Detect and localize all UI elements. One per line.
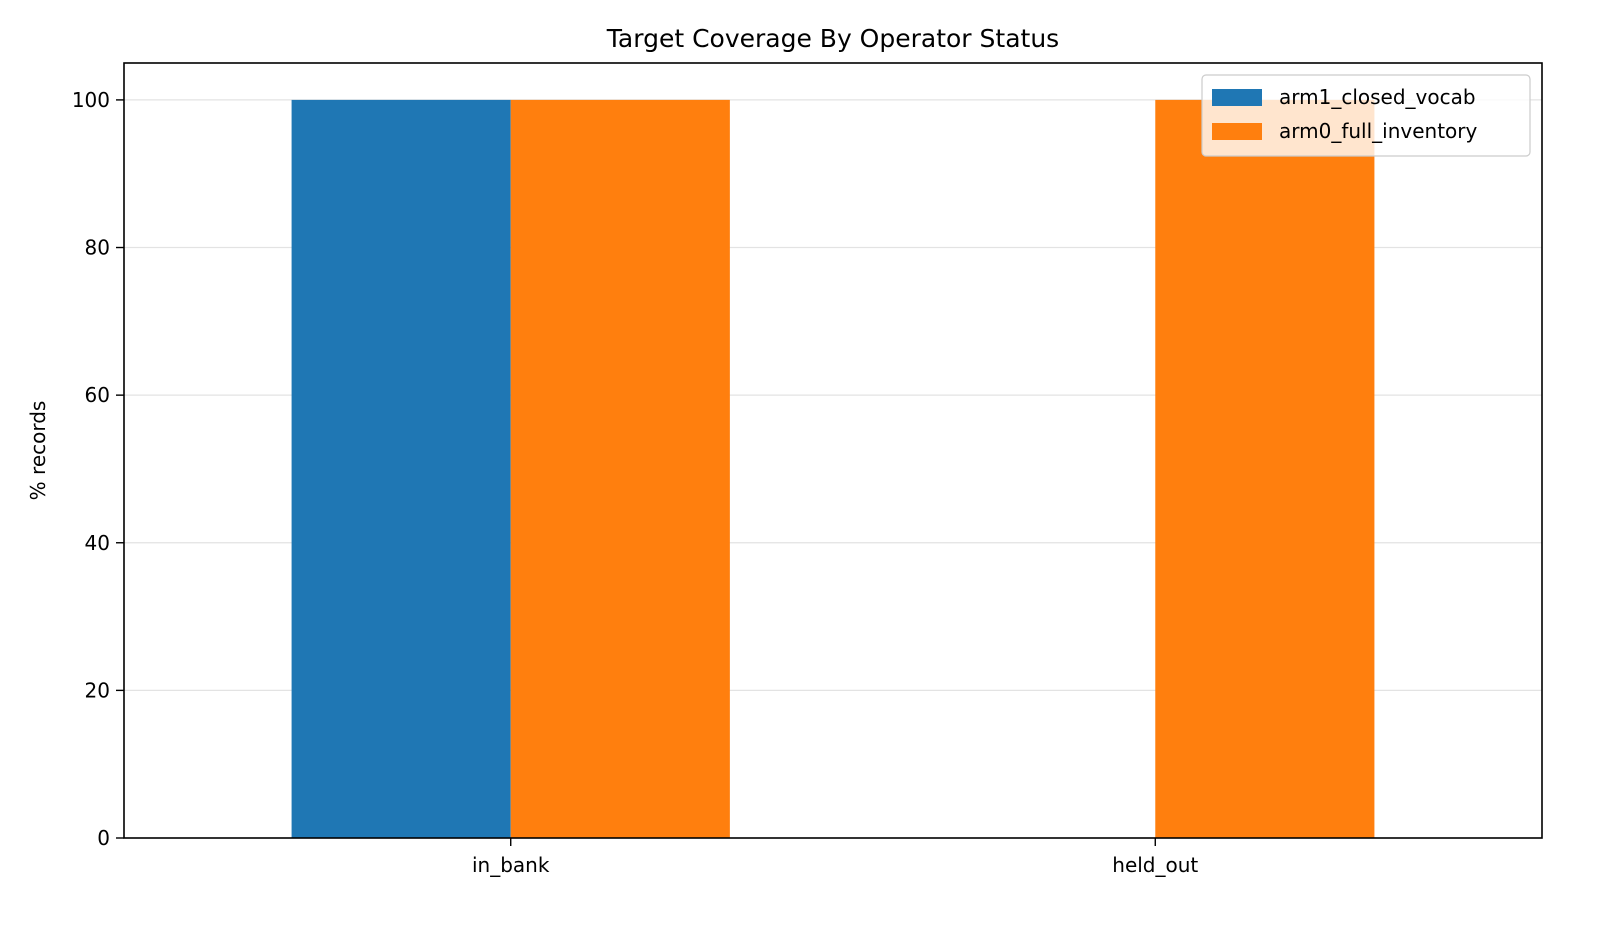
ticks: 0 20 40 60 80 100 in_bank held_out: [72, 88, 1199, 877]
legend-label: arm1_closed_vocab: [1279, 85, 1476, 109]
legend-swatch-arm0_full_inventory: [1212, 123, 1262, 140]
bar-arm1_closed_vocab-in_bank: [291, 99, 511, 838]
y-tick-label: 80: [85, 236, 110, 260]
legend: arm1_closed_vocab arm0_full_inventory: [1201, 74, 1531, 157]
y-tick-label: 60: [85, 383, 110, 407]
bars: [291, 99, 1375, 838]
y-axis-label: % records: [26, 401, 50, 501]
plot-frame: [123, 62, 1543, 839]
legend-swatch-arm1_closed_vocab: [1212, 89, 1262, 106]
x-tick-label: in_bank: [472, 853, 550, 877]
bar-arm0_full_inventory-held_out: [1155, 99, 1375, 838]
x-tick-label: held_out: [1112, 853, 1198, 877]
bar-arm0_full_inventory-in_bank: [510, 99, 730, 838]
y-tick-label: 20: [85, 678, 110, 702]
y-tick-label: 100: [72, 88, 110, 112]
chart-title: Target Coverage By Operator Status: [606, 24, 1059, 53]
y-tick-label: 0: [97, 826, 110, 850]
y-tick-label: 40: [85, 531, 110, 555]
legend-box: [1201, 74, 1531, 157]
legend-label: arm0_full_inventory: [1279, 119, 1478, 143]
